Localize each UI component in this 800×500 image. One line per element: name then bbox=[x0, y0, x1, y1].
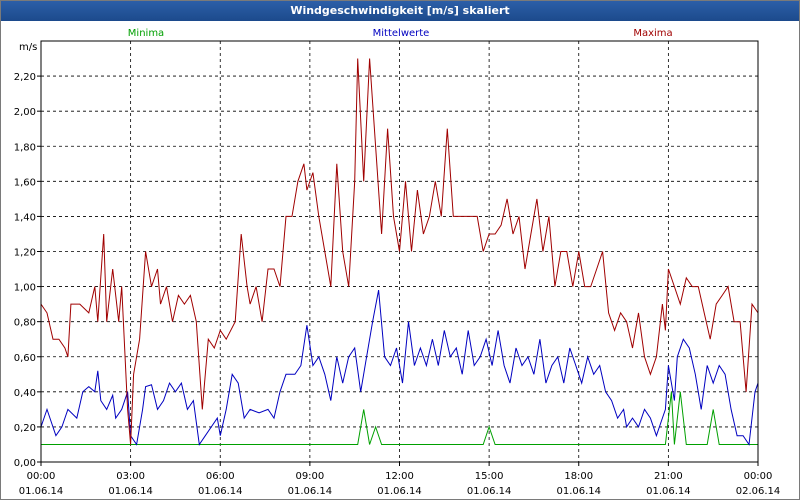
x-tick-date: 01.06.14 bbox=[19, 486, 64, 497]
y-tick-label: 0,00 bbox=[14, 458, 36, 469]
y-tick-label: 0,20 bbox=[14, 423, 36, 434]
y-tick-label: 1,60 bbox=[14, 177, 36, 188]
y-tick-label: 0,60 bbox=[14, 353, 36, 364]
y-axis: 0,00 0,20 0,40 0,60 0,80 1,00 1,20 1,40 1,60 1,80… bbox=[14, 72, 41, 469]
legend: Minima Mittelwerte Maxima bbox=[128, 28, 673, 39]
plot-frame bbox=[40, 40, 759, 463]
legend-entry: Minima bbox=[128, 28, 164, 39]
series-lines bbox=[40, 58, 759, 446]
y-tick-label: 2,00 bbox=[14, 107, 36, 118]
series-line-minima bbox=[41, 391, 758, 445]
y-axis-label: m/s bbox=[19, 42, 37, 53]
x-tick-time: 06:00 bbox=[206, 471, 235, 482]
series-line-maxima bbox=[40, 58, 759, 445]
y-tick-label: 1,00 bbox=[14, 283, 36, 294]
x-tick-date: 01.06.14 bbox=[646, 486, 691, 497]
y-tick-label: 1,40 bbox=[14, 212, 36, 223]
chart-title: Windgeschwindigkeit [m/s] skaliert bbox=[1, 1, 799, 21]
legend-entry: Mittelwerte bbox=[373, 28, 430, 39]
x-tick-time: 21:00 bbox=[654, 471, 683, 482]
x-tick-time: 00:00 bbox=[744, 471, 773, 482]
chart-area: 0,00 0,20 0,40 0,60 0,80 1,00 1,20 1,40 1,60 1,80… bbox=[14, 28, 781, 497]
x-tick-date: 02.06.14 bbox=[736, 486, 781, 497]
x-tick-time: 03:00 bbox=[116, 471, 145, 482]
legend-entry: Maxima bbox=[633, 28, 672, 39]
x-tick-time: 00:00 bbox=[27, 471, 56, 482]
x-tick-date: 01.06.14 bbox=[377, 486, 422, 497]
x-tick-date: 01.06.14 bbox=[556, 486, 601, 497]
y-tick-label: 1,20 bbox=[14, 248, 36, 259]
y-tick-label: 1,80 bbox=[14, 142, 36, 153]
x-tick-date: 01.06.14 bbox=[108, 486, 153, 497]
x-tick-date: 01.06.14 bbox=[198, 486, 243, 497]
y-tick-label: 0,80 bbox=[14, 318, 36, 329]
x-tick-time: 15:00 bbox=[475, 471, 504, 482]
y-tick-label: 2,20 bbox=[14, 72, 36, 83]
x-tick-time: 18:00 bbox=[564, 471, 593, 482]
x-tick-date: 01.06.14 bbox=[288, 486, 333, 497]
x-tick-time: 09:00 bbox=[295, 471, 324, 482]
x-tick-date: 01.06.14 bbox=[467, 486, 512, 497]
x-axis: 00:00 01.06.14 03:00 01.06.14 06:00 01.06.14 0… bbox=[19, 462, 781, 497]
y-tick-label: 0,40 bbox=[14, 388, 36, 399]
series-line-mittelwerte bbox=[40, 290, 759, 446]
x-tick-time: 12:00 bbox=[385, 471, 414, 482]
